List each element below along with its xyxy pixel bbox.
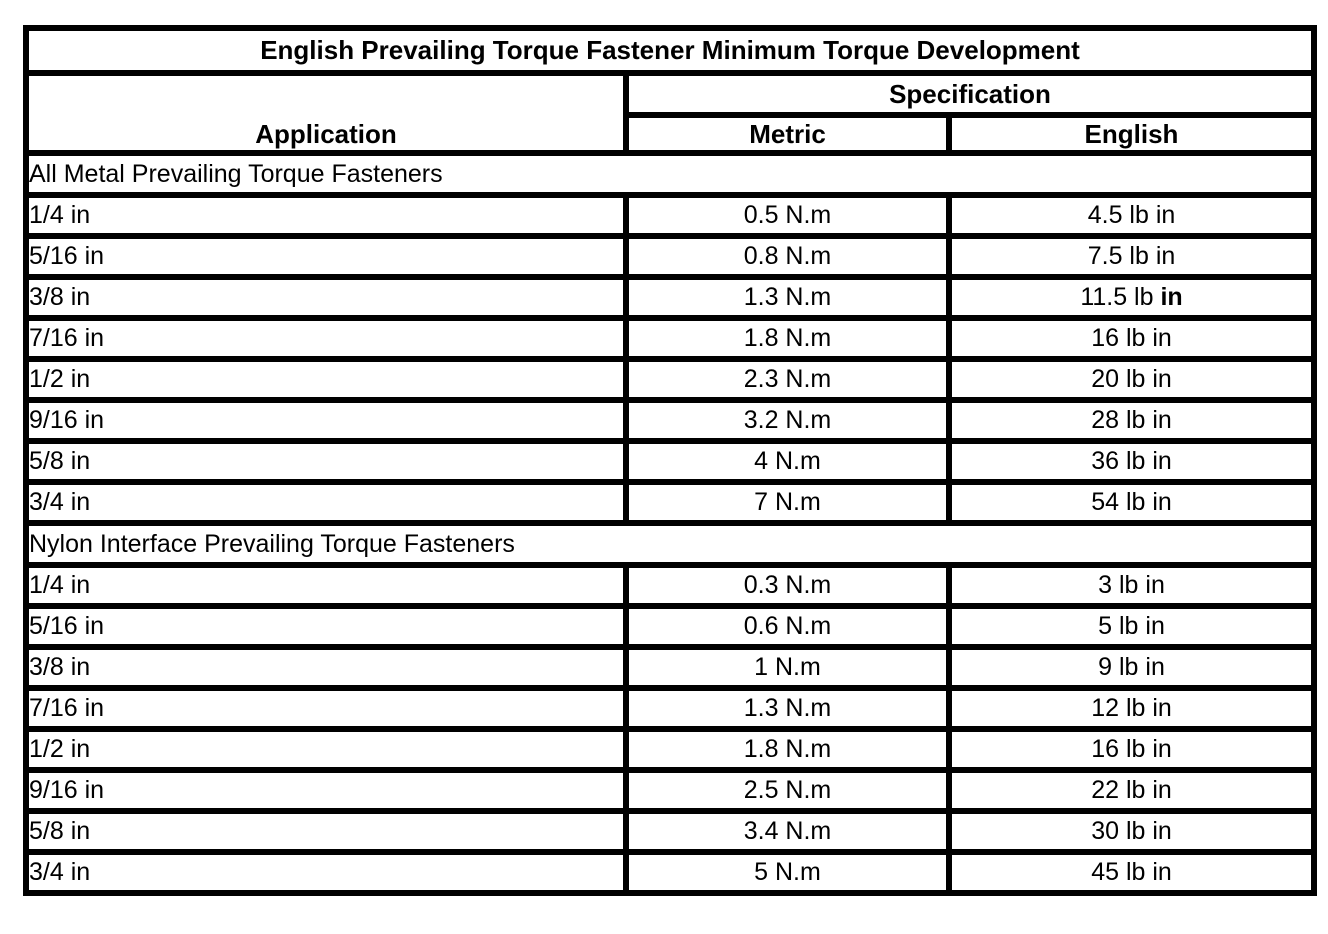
english-value-cell: 9 lb in (946, 644, 1317, 691)
section-row: Nylon Interface Prevailing Torque Fasten… (23, 520, 1317, 568)
application-cell: 1/4 in (23, 192, 629, 239)
metric-value-cell: 2.3 N.m (623, 356, 952, 403)
metric-value-cell: 7 N.m (623, 479, 952, 526)
metric-value-cell: 3.4 N.m (623, 808, 952, 855)
english-value-cell: 7.5 lb in (946, 233, 1317, 280)
title-row: English Prevailing Torque Fastener Minim… (23, 25, 1317, 76)
metric-value-cell: 3.2 N.m (623, 397, 952, 444)
english-value-cell: 22 lb in (946, 767, 1317, 814)
application-cell: 1/4 in (23, 562, 629, 609)
table-row: 1/4 in 0.5 N.m 4.5 lb in (23, 192, 1317, 239)
metric-value-cell: 1.8 N.m (623, 315, 952, 362)
application-cell: 3/8 in (23, 644, 629, 691)
application-cell: 9/16 in (23, 767, 629, 814)
metric-value-cell: 0.8 N.m (623, 233, 952, 280)
application-cell: 3/4 in (23, 479, 629, 526)
text-segment: 11.5 lb (1080, 283, 1161, 311)
english-value-cell: 28 lb in (946, 397, 1317, 444)
metric-value-cell: 0.6 N.m (623, 603, 952, 650)
english-value-cell: 16 lb in (946, 726, 1317, 773)
english-value-cell: 54 lb in (946, 479, 1317, 526)
metric-value-cell: 4 N.m (623, 438, 952, 485)
application-cell: 5/8 in (23, 438, 629, 485)
bold-text-segment: in (1160, 283, 1183, 311)
table-row: 1/4 in 0.3 N.m 3 lb in (23, 562, 1317, 609)
table-row: 9/16 in 3.2 N.m 28 lb in (23, 397, 1317, 444)
table-row: 9/16 in 2.5 N.m 22 lb in (23, 767, 1317, 814)
english-value-cell: 36 lb in (946, 438, 1317, 485)
application-cell: 5/16 in (23, 603, 629, 650)
table-row: 3/4 in 7 N.m 54 lb in (23, 479, 1317, 526)
english-value-cell: 20 lb in (946, 356, 1317, 403)
application-cell: 1/2 in (23, 356, 629, 403)
english-value-cell: 5 lb in (946, 603, 1317, 650)
header-row-units: Metric English (26, 112, 1317, 156)
application-cell: 9/16 in (23, 397, 629, 444)
metric-value-cell: 0.3 N.m (623, 562, 952, 609)
metric-value-cell: 5 N.m (623, 849, 952, 896)
table-body: All Metal Prevailing Torque Fasteners 1/4… (23, 150, 1317, 896)
table-row: 3/4 in 5 N.m 45 lb in (23, 849, 1317, 896)
application-cell: 5/8 in (23, 808, 629, 855)
application-cell: 7/16 in (23, 685, 629, 732)
english-value-cell: 3 lb in (946, 562, 1317, 609)
metric-value-cell: 1.3 N.m (623, 685, 952, 732)
table-row: 3/8 in 1 N.m 9 lb in (23, 644, 1317, 691)
english-value-cell: 45 lb in (946, 849, 1317, 896)
column-header-metric: Metric (623, 112, 952, 156)
metric-value-cell: 1.3 N.m (623, 274, 952, 321)
section-row: All Metal Prevailing Torque Fasteners (23, 150, 1317, 198)
application-cell: 1/2 in (23, 726, 629, 773)
table-row: 5/8 in 3.4 N.m 30 lb in (23, 808, 1317, 855)
header-row-specification: Application Specification (23, 70, 1317, 156)
application-cell: 5/16 in (23, 233, 629, 280)
table-row: 7/16 in 1.8 N.m 16 lb in (23, 315, 1317, 362)
table-title: English Prevailing Torque Fastener Minim… (23, 25, 1317, 76)
application-cell: 7/16 in (23, 315, 629, 362)
table-row: 3/8 in 1.3 N.m 11.5 lb in (23, 274, 1317, 321)
english-value-cell: 11.5 lb in (946, 274, 1317, 321)
metric-value-cell: 0.5 N.m (623, 192, 952, 239)
english-value-cell: 12 lb in (946, 685, 1317, 732)
english-value-cell: 16 lb in (946, 315, 1317, 362)
english-value-cell: 4.5 lb in (946, 192, 1317, 239)
torque-spec-table: English Prevailing Torque Fastener Minim… (23, 25, 1317, 896)
table-row: 1/2 in 2.3 N.m 20 lb in (23, 356, 1317, 403)
table-row: 5/16 in 0.8 N.m 7.5 lb in (23, 233, 1317, 280)
column-header-english: English (946, 112, 1317, 156)
application-cell: 3/4 in (23, 849, 629, 896)
metric-value-cell: 2.5 N.m (623, 767, 952, 814)
table-row: 7/16 in 1.3 N.m 12 lb in (23, 685, 1317, 732)
metric-value-cell: 1.8 N.m (623, 726, 952, 773)
table-row: 1/2 in 1.8 N.m 16 lb in (23, 726, 1317, 773)
table-row: 5/8 in 4 N.m 36 lb in (23, 438, 1317, 485)
section-header-label: Nylon Interface Prevailing Torque Fasten… (23, 520, 1317, 568)
column-header-specification: Specification (623, 70, 1317, 118)
english-value-cell: 30 lb in (946, 808, 1317, 855)
column-header-application: Application (23, 70, 629, 156)
table-header: English Prevailing Torque Fastener Minim… (23, 25, 1317, 156)
metric-value-cell: 1 N.m (623, 644, 952, 691)
table-row: 5/16 in 0.6 N.m 5 lb in (23, 603, 1317, 650)
application-cell: 3/8 in (23, 274, 629, 321)
section-header-label: All Metal Prevailing Torque Fasteners (23, 150, 1317, 198)
